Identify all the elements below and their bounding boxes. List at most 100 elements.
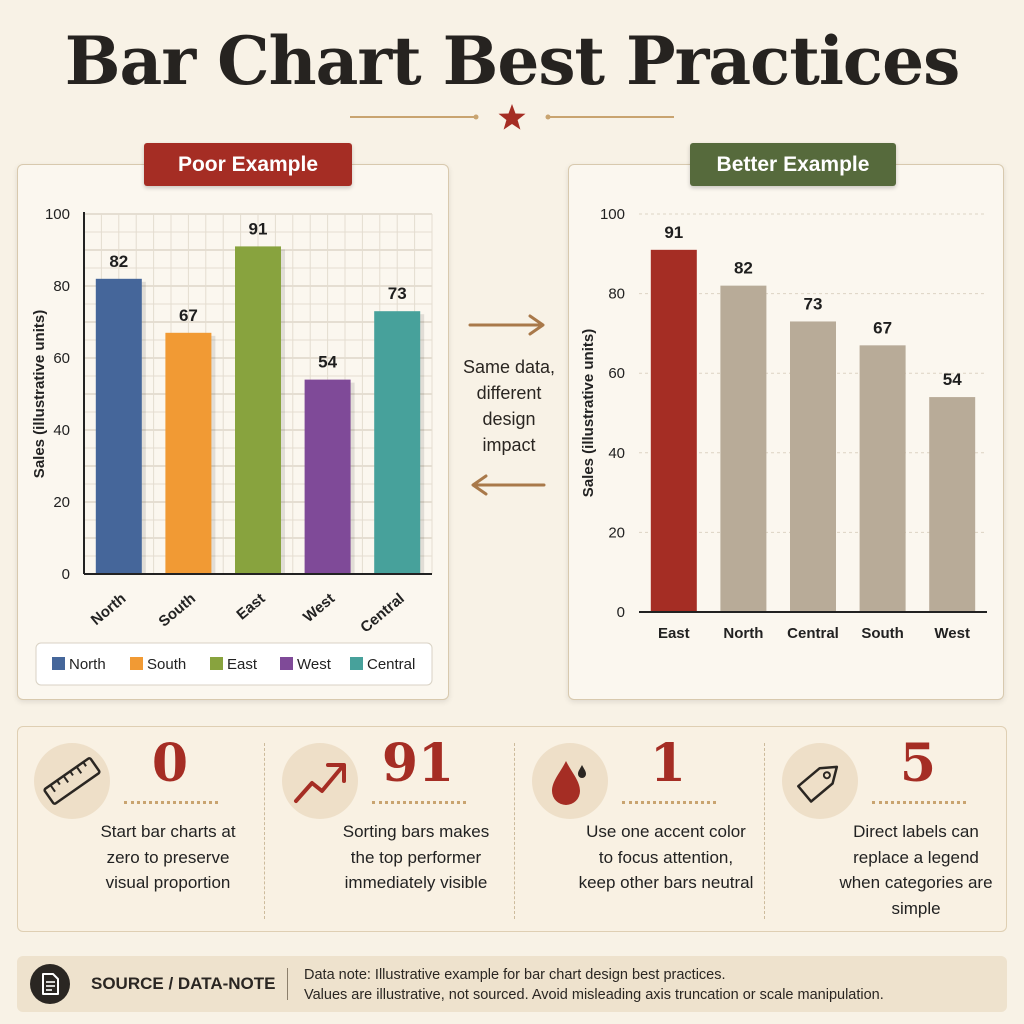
bar <box>235 246 281 574</box>
legend-swatch <box>280 657 293 670</box>
footer-divider <box>287 968 288 1000</box>
tip-text-line: Use one accent color <box>586 822 746 841</box>
tips-panel: 0 Start bar charts at zero to preserve v… <box>17 726 1007 932</box>
bar <box>859 345 906 612</box>
trend-up-arrow-icon <box>294 763 346 803</box>
better-example-chart: 0 20 40 60 80 100 Sales (illustrative units) 91… <box>580 206 987 642</box>
tip-text-line: Start bar charts at <box>100 822 236 841</box>
y-tick-label: 60 <box>53 350 70 367</box>
bar <box>304 379 351 574</box>
y-tick-label: 100 <box>45 206 70 223</box>
legend-label: North <box>69 656 106 673</box>
dotted-divider <box>372 801 466 804</box>
data-label: 67 <box>873 318 892 337</box>
middle-note-line: impact <box>482 435 536 455</box>
tip-value: 0 <box>151 733 189 794</box>
x-tick-label: South <box>155 590 198 630</box>
tip-text: Direct labels can replace a legend when … <box>806 819 1024 921</box>
source-footer: SOURCE / DATA-NOTE Data note: Illustrati… <box>17 956 1007 1012</box>
y-tick-label: 80 <box>608 286 625 303</box>
data-label: 82 <box>734 259 753 278</box>
middle-note: Same data, different design impact <box>450 354 568 458</box>
y-axis-label: Sales (illustrative units) <box>31 310 48 478</box>
document-icon <box>42 973 59 995</box>
tip-separator <box>514 743 515 919</box>
better-example-badge: Better Example <box>690 143 896 186</box>
bar <box>790 321 836 612</box>
tip-text-line: keep other bars neutral <box>578 873 754 892</box>
tip-value: 1 <box>649 733 687 794</box>
tip-text: Start bar charts at zero to preserve vis… <box>58 819 278 896</box>
x-tick-label: South <box>861 625 904 642</box>
data-label: 91 <box>249 219 268 238</box>
y-tick-label: 20 <box>608 524 625 541</box>
tip-text-line: when categories are <box>839 873 993 892</box>
y-tick-label: 0 <box>62 566 70 583</box>
x-tick-label: Central <box>357 590 408 636</box>
title-ornament <box>350 104 674 130</box>
x-tick-label: East <box>233 590 268 623</box>
tip-text-line: to focus attention, <box>598 847 734 867</box>
y-tick-label: 60 <box>608 365 625 382</box>
tip-text-line: Direct labels can <box>853 822 979 841</box>
better-example-panel: 0 20 40 60 80 100 Sales (illustrative units) 91… <box>568 164 1004 700</box>
x-tick-label: West <box>934 625 970 642</box>
bar <box>95 278 142 574</box>
legend-box <box>35 642 433 686</box>
tip-text-line: Sorting bars makes <box>342 822 490 841</box>
data-label: 73 <box>804 294 823 313</box>
bar <box>650 249 697 612</box>
y-tick-label: 40 <box>53 422 70 439</box>
data-label: 82 <box>109 252 128 271</box>
data-label: 67 <box>179 306 198 325</box>
y-tick-label: 0 <box>617 604 625 621</box>
tip-separator <box>764 743 765 919</box>
legend-label: South <box>147 656 186 673</box>
y-tick-label: 40 <box>608 445 625 462</box>
data-label: 91 <box>664 223 683 242</box>
star-icon <box>498 104 526 130</box>
dotted-divider <box>872 801 966 804</box>
middle-note-line: different <box>476 383 542 403</box>
x-tick-label: North <box>723 625 763 642</box>
y-axis-label: Sales (illustrative units) <box>580 329 597 497</box>
bar <box>165 332 212 574</box>
ruler-icon <box>43 757 101 805</box>
data-note-line: Values are illustrative, not sourced. Av… <box>304 987 884 1003</box>
poor-example-panel: 0 20 40 60 80 100 Sales (illustrative units) 82… <box>17 164 449 700</box>
poor-example-chart: 0 20 40 60 80 100 Sales (illustrative units) 82… <box>31 206 433 686</box>
bar <box>374 311 421 574</box>
x-tick-label: North <box>88 590 130 629</box>
dotted-divider <box>124 801 218 804</box>
legend-label: East <box>227 656 258 673</box>
bar <box>720 285 767 612</box>
tip-card: 0 Start bar charts at zero to preserve v… <box>18 727 266 933</box>
tip-text-line: the top performer <box>350 847 482 867</box>
tip-text: Sorting bars makes the top performer imm… <box>306 819 526 896</box>
y-tick-label: 20 <box>53 494 70 511</box>
tip-text-line: immediately visible <box>344 873 488 892</box>
data-label: 54 <box>318 353 337 372</box>
data-note: Data note: Illustrative example for bar … <box>304 965 884 1005</box>
legend-swatch <box>210 657 223 670</box>
legend-label: West <box>297 656 332 673</box>
tip-value: 91 <box>381 733 455 794</box>
arrow-right-icon <box>468 314 545 336</box>
paint-drop-icon <box>552 761 586 805</box>
source-label: SOURCE / DATA-NOTE <box>91 974 276 993</box>
legend: North South East West Central <box>35 642 433 686</box>
legend-label: Central <box>367 656 415 673</box>
tip-text: Use one accent color to focus attention,… <box>556 819 776 896</box>
x-tick-label: Central <box>787 625 839 642</box>
y-tick-label: 100 <box>600 206 625 223</box>
page-title: Bar Chart Best Practices <box>64 22 960 100</box>
tip-text-line: zero to preserve <box>106 847 230 867</box>
x-tick-label: East <box>658 625 690 642</box>
middle-note-line: design <box>482 409 536 429</box>
tip-card: 1 Use one accent color to focus attentio… <box>516 727 764 933</box>
arrow-left-icon <box>471 474 546 496</box>
middle-note-line: Same data, <box>462 357 556 377</box>
dotted-divider <box>622 801 716 804</box>
legend-swatch <box>350 657 363 670</box>
tip-card: 91 Sorting bars makes the top performer … <box>266 727 514 933</box>
